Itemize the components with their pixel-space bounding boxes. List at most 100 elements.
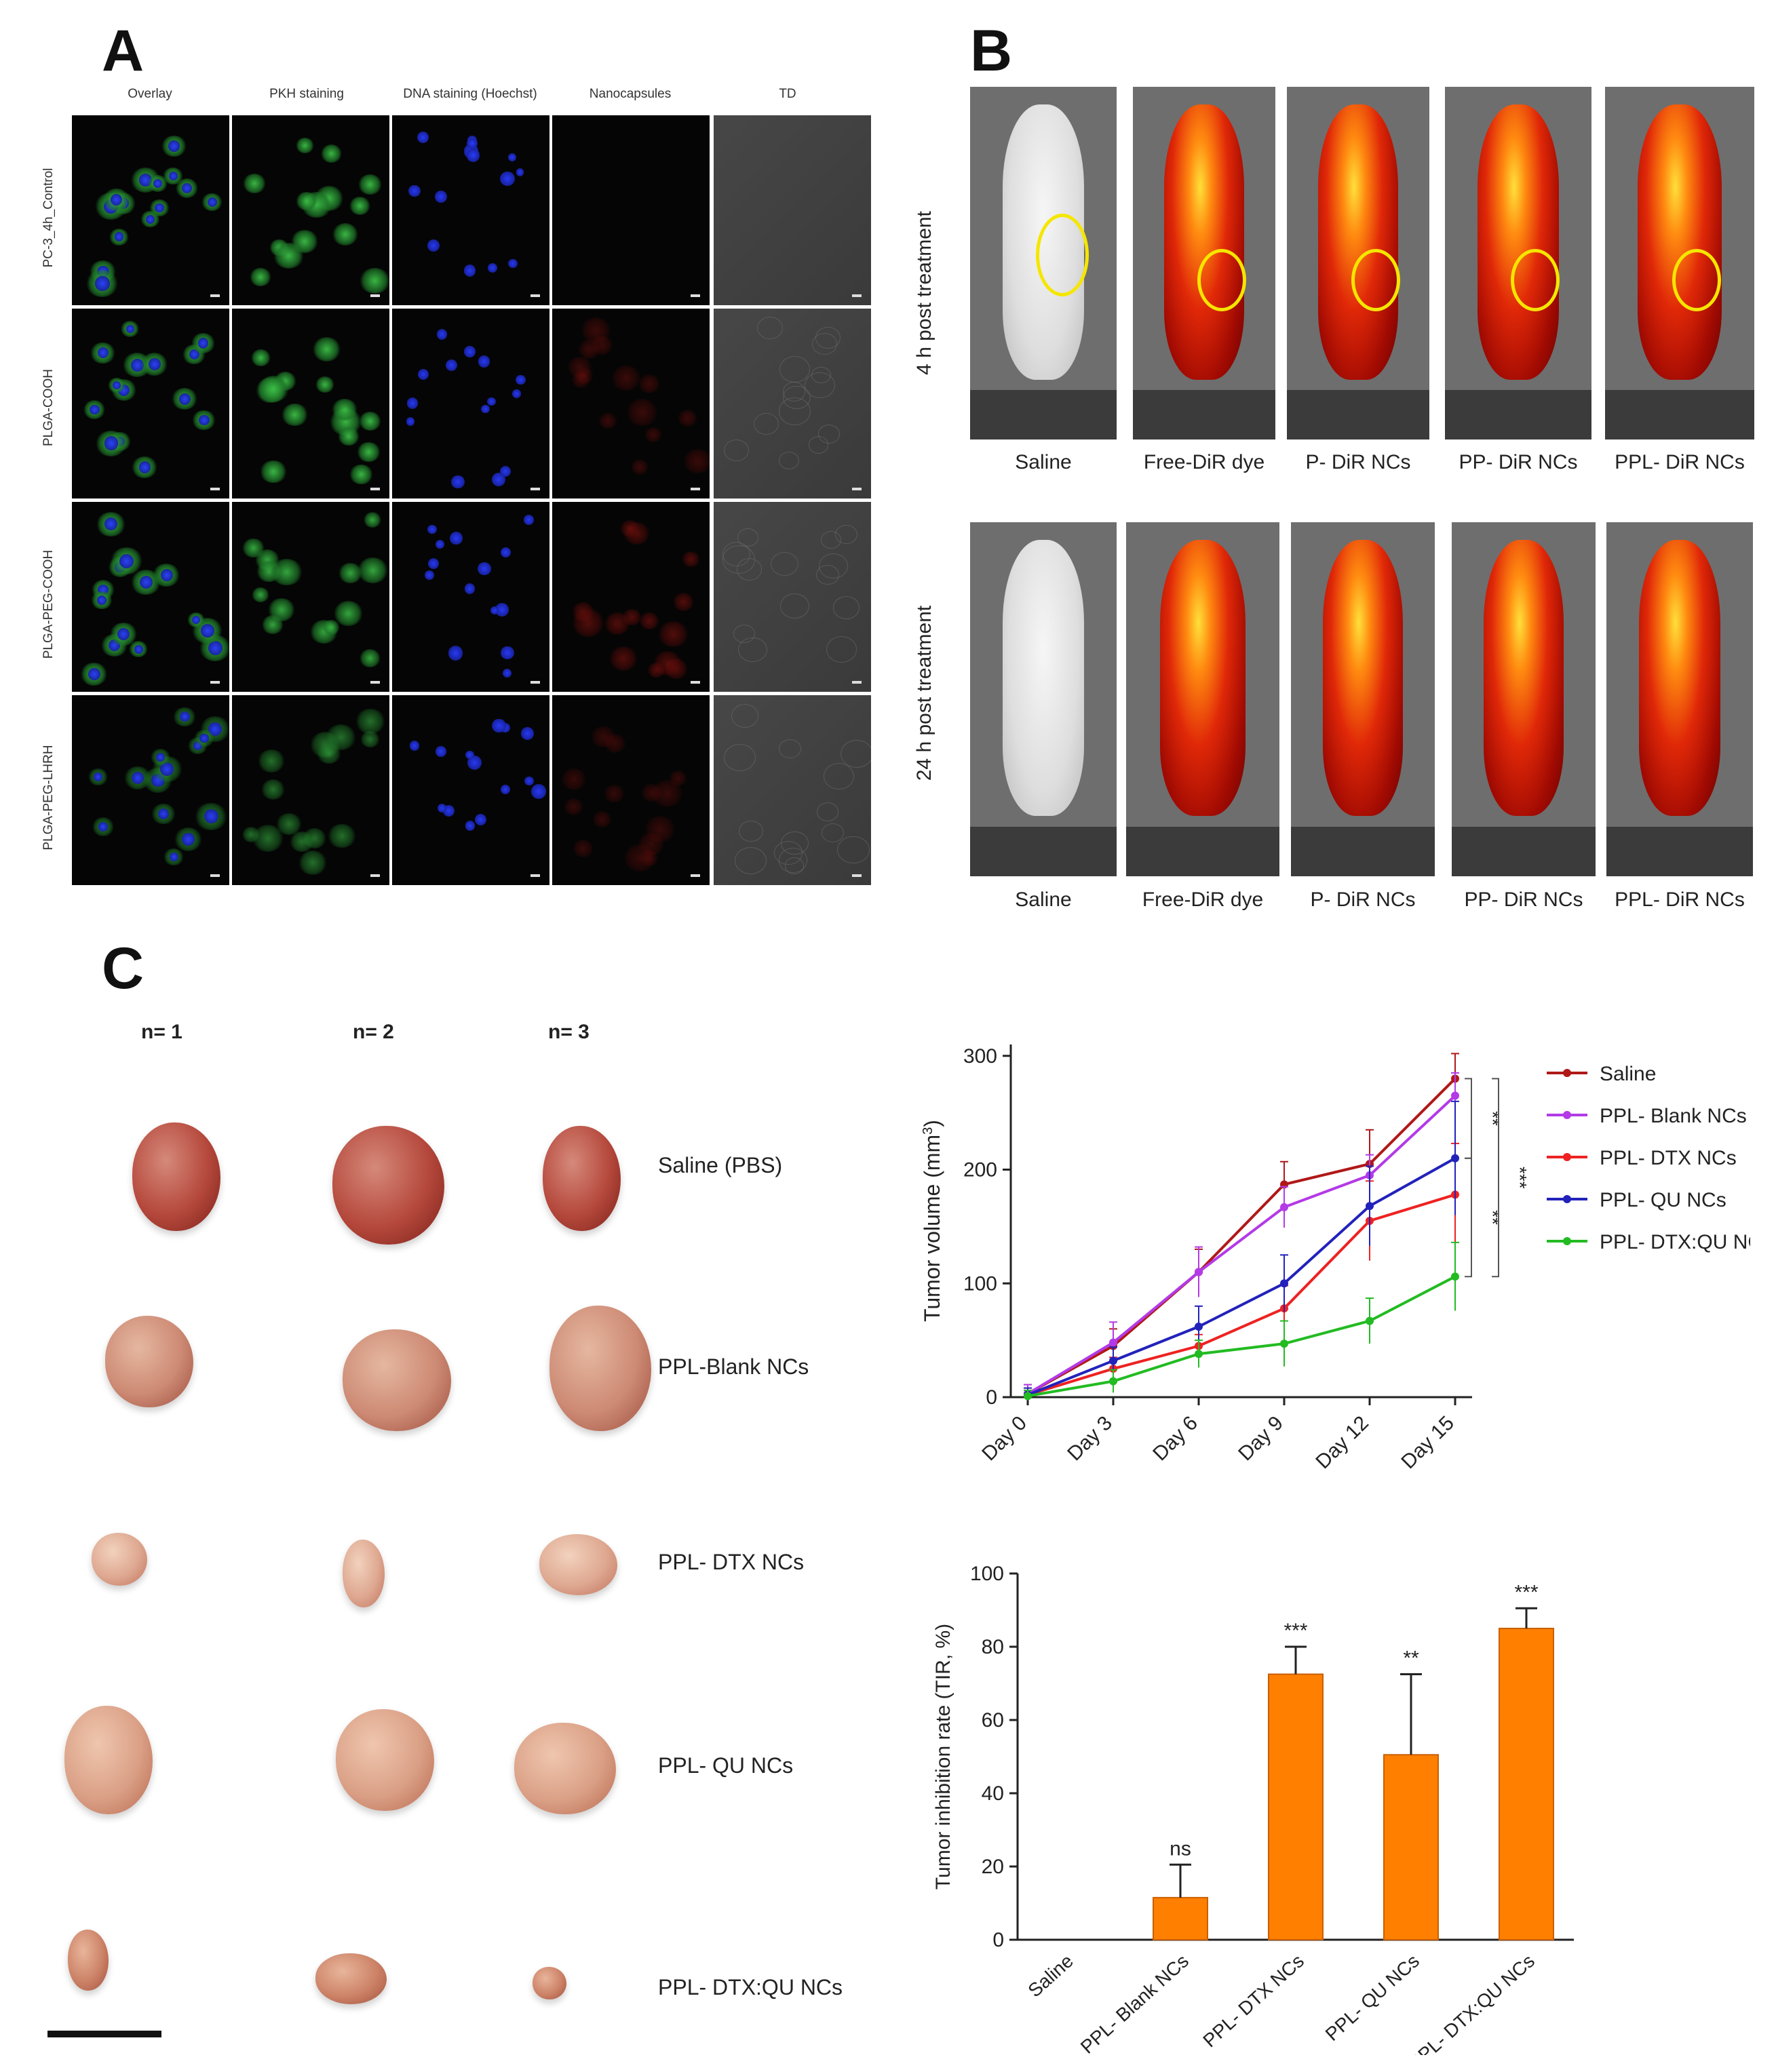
mouse-body [1002, 540, 1085, 817]
tumor-group-label-saline: Saline (PBS) [658, 1153, 783, 1177]
legend-marker [1563, 1195, 1571, 1203]
tumor-roi-circle [1036, 214, 1089, 297]
tumor-group-label-dtx: PPL- DTX NCs [658, 1550, 805, 1574]
mouse-body [1318, 104, 1398, 380]
column-header-overlay: Overlay [128, 87, 172, 101]
data-point [1109, 1338, 1117, 1347]
legend-label: Saline [1600, 1063, 1656, 1085]
significance-bracket [1465, 1078, 1472, 1159]
micrograph-r3-c4 [552, 502, 710, 692]
mouse-image-24h-3 [1291, 522, 1435, 876]
mouse-group-label: PPL- DiR NCs [1615, 451, 1745, 473]
tumor-specimen-g1-n2 [332, 1126, 444, 1245]
mouse-image-4h-5 [1605, 87, 1754, 439]
y-axis-label: Tumor inhibition rate (TIR, %) [932, 1624, 954, 1890]
mouse-group-label: PPL- DiR NCs [1615, 888, 1745, 911]
significance-label: ns [1170, 1837, 1191, 1860]
series-line [1027, 1156, 1456, 1396]
series-line [1027, 1275, 1456, 1398]
mouse-group-label: P- DiR NCs [1305, 451, 1411, 473]
significance-label: *** [1514, 1581, 1538, 1603]
bar [1499, 1628, 1554, 1940]
tumor-volume-line-chart: 0 100 200 300 Day 0 Day 3 Day 6 Day 9 Day 12 Day … [920, 1044, 1750, 1473]
legend-marker [1563, 1237, 1571, 1245]
data-point [1451, 1154, 1459, 1162]
significance-label: ** [1403, 1647, 1419, 1670]
y-tick-label: 40 [982, 1782, 1004, 1805]
micrograph-r2-c1 [72, 309, 229, 499]
significance-label: ** [1482, 1210, 1503, 1225]
micrograph-r3-c1 [72, 502, 229, 692]
legend-label: PPL- QU NCs [1600, 1189, 1726, 1211]
data-point [1195, 1323, 1203, 1331]
column-header-dna: DNA staining (Hoechst) [403, 87, 537, 101]
mouse-image-4h-3 [1287, 87, 1429, 439]
mouse-group-label: Saline [1015, 451, 1072, 473]
tumor-specimen-g3-n3 [539, 1534, 617, 1595]
data-point [1109, 1356, 1117, 1365]
tumor-specimen-g4-n1 [64, 1706, 153, 1814]
tumor-group-label-blank: PPL-Blank NCs [658, 1354, 809, 1379]
y-tick-label: 0 [986, 1386, 997, 1409]
data-point [1195, 1350, 1203, 1358]
y-tick-label: 60 [982, 1709, 1004, 1732]
x-tick-label: PPL- Blank NCs [1077, 1950, 1193, 2055]
mouse-image-24h-2 [1126, 522, 1279, 876]
micrograph-r3-c5 [714, 502, 871, 692]
mouse-group-label: PP- DiR NCs [1464, 888, 1583, 911]
panel-letter-b: B [970, 18, 1013, 83]
mouse-body [1322, 540, 1404, 817]
tumor-inhibition-bar-chart: 0 20 40 60 80 100 Tumor inhibition rate (TIR, … [932, 1563, 1574, 2055]
x-tick-label: Day 6 [1148, 1412, 1202, 1466]
x-tick-label: Day 3 [1063, 1412, 1117, 1466]
column-header-nanocapsules: Nanocapsules [589, 87, 672, 101]
tumor-roi-circle [1197, 249, 1246, 312]
significance-bracket [1492, 1078, 1499, 1278]
tumor-specimen-g2-n3 [549, 1306, 651, 1431]
replicate-label-3: n= 3 [548, 1021, 590, 1043]
mouse-group-label: Free-DiR dye [1142, 888, 1264, 911]
data-point [1280, 1279, 1288, 1288]
x-tick-label: Saline [1024, 1950, 1077, 2001]
column-header-td: TD [779, 87, 796, 101]
series-5 [1024, 1241, 1459, 1401]
mouse-body [1477, 104, 1560, 380]
mouse-image-24h-5 [1606, 522, 1753, 876]
micrograph-r4-c1 [72, 695, 229, 885]
tumor-specimen-g3-n2 [343, 1540, 385, 1607]
mouse-image-4h-4 [1445, 87, 1591, 439]
tumor-specimen-g4-n3 [514, 1723, 616, 1814]
mouse-group-label: Free-DiR dye [1143, 451, 1265, 473]
tumor-specimen-g4-n2 [336, 1709, 434, 1811]
micrograph-r1-c1 [72, 115, 229, 305]
mouse-image-4h-2 [1133, 87, 1275, 439]
micrograph-r2-c3 [392, 309, 549, 499]
data-point [1280, 1203, 1288, 1211]
micrograph-r2-c2 [232, 309, 389, 499]
tumor-specimen-g5-n1 [68, 1930, 109, 1991]
legend-label: PPL- DTX:QU NCs [1600, 1231, 1750, 1253]
significance-label: *** [1509, 1167, 1530, 1189]
y-tick-label: 20 [982, 1856, 1004, 1878]
micrograph-r1-c2 [232, 115, 389, 305]
y-tick-label: 0 [992, 1929, 1004, 1951]
legend-label: PPL- Blank NCs [1600, 1105, 1747, 1127]
micrograph-r2-c5 [714, 309, 871, 499]
micrograph-r3-c2 [232, 502, 389, 692]
data-point [1109, 1377, 1117, 1386]
series-line [1026, 1095, 1456, 1395]
tumor-specimen-g2-n1 [105, 1316, 193, 1407]
mouse-group-label: P- DiR NCs [1310, 888, 1416, 911]
data-point [1366, 1202, 1374, 1211]
data-point [1280, 1340, 1288, 1348]
micrograph-r3-c3 [392, 502, 549, 692]
row-header-plga-peg-lhrh: PLGA-PEG-LHRH [41, 745, 56, 851]
row-header-plga-peg-cooh: PLGA-PEG-COOH [41, 549, 56, 659]
tumor-specimen-g5-n2 [315, 1953, 387, 2004]
data-point [1024, 1392, 1032, 1401]
y-tick-label: 200 [963, 1159, 997, 1181]
mouse-group-label: PP- DiR NCs [1459, 451, 1578, 473]
data-point [1451, 1091, 1459, 1100]
legend-marker [1563, 1111, 1571, 1119]
mouse-image-24h-4 [1452, 522, 1596, 876]
